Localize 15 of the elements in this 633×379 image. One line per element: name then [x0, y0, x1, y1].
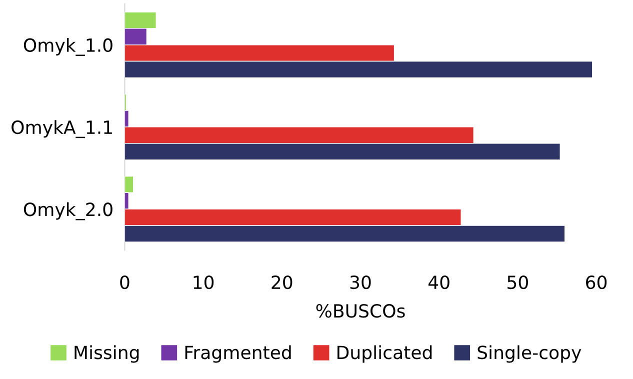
y-tick-label: Omyk_2.0: [24, 202, 112, 220]
legend-label: Single-copy: [478, 345, 582, 363]
x-tick-label: 40: [428, 275, 450, 290]
legend-label: Duplicated: [338, 345, 432, 363]
y-tick-label: Omyk_1.0: [24, 38, 112, 56]
legend-label: Fragmented: [185, 345, 291, 363]
x-axis-title: %BUSCOs: [316, 304, 405, 318]
x-tick-label: 30: [350, 275, 371, 290]
legend-label: Missing: [74, 345, 139, 363]
y-tick-label: OmykA_1.1: [12, 120, 112, 138]
x-tick-label: 60: [586, 275, 607, 290]
x-tick-label: 10: [194, 275, 214, 290]
x-tick-label: 0: [120, 275, 130, 290]
x-tick-label: 50: [508, 275, 528, 290]
x-tick-label: 20: [272, 275, 292, 290]
